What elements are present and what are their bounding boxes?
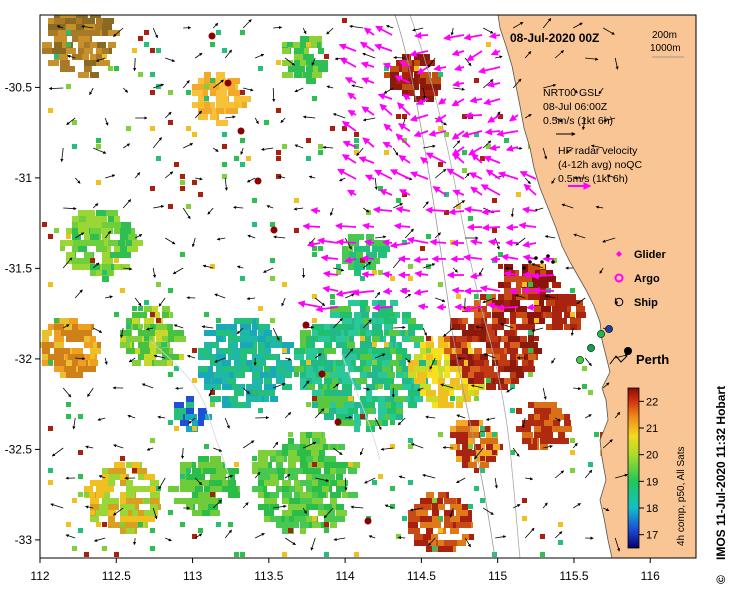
colorbar-tick-label: 21 — [646, 423, 658, 435]
colorbar-tick-label: 20 — [646, 450, 658, 462]
map-title: 08-Jul-2020 00Z — [510, 31, 599, 45]
argo-float — [318, 370, 326, 378]
x-tick-label: 114 — [336, 569, 355, 583]
y-tick-label: -31.5 — [5, 261, 33, 275]
x-tick-label: 115.5 — [559, 569, 588, 583]
scale-label-1000m: 1000m — [650, 43, 681, 54]
argo-track — [208, 32, 372, 525]
contour-1000m — [394, 15, 496, 558]
argo-float — [254, 177, 262, 185]
x-tick-label: 112 — [30, 569, 49, 583]
copyright-symbol: © — [714, 575, 728, 584]
legend-ship: Ship — [634, 297, 658, 309]
land-mass — [497, 15, 696, 558]
argo-float — [237, 127, 245, 135]
gsl-legend-line3: 0.5m/s (1kt 6h) — [543, 115, 613, 127]
sst-layer — [40, 15, 641, 557]
ship-stations — [576, 325, 613, 364]
circle-icon — [614, 273, 624, 283]
argo-float — [208, 32, 216, 40]
x-tick-label: 115 — [488, 569, 507, 583]
gsl-legend-line2: 08-Jul 06:00Z — [543, 101, 608, 113]
argo-float — [224, 79, 232, 87]
argo-float — [334, 418, 342, 426]
colorbar-ticks: 22 21 20 19 18 17 — [639, 396, 658, 542]
gsl-legend-line1: NRT00 GSL — [543, 87, 600, 99]
argo-float — [302, 321, 310, 329]
hf-legend-line2: (4-12h avg) noQC — [558, 159, 642, 171]
hf-radar-arrows — [297, 25, 555, 313]
credit-text: IMOS 11-Jul-2020 11:32 Hobart — [714, 386, 728, 560]
colorbar-tick-label: 18 — [646, 503, 658, 515]
legend-glider: Glider — [634, 249, 667, 261]
y-tick-label: -33 — [15, 533, 33, 547]
y-tick-label: -32 — [15, 352, 33, 366]
legend-argo: Argo — [634, 273, 660, 285]
diamond-icon — [616, 251, 622, 257]
scale-label-200m: 200m — [652, 30, 677, 41]
open-circle-icon — [614, 297, 624, 307]
hf-legend-line1: HF radar velocity — [558, 145, 638, 157]
x-axis: 112 112.5 113 113.5 114 114.5 115 115.5 116 — [30, 558, 660, 583]
perth-marker — [624, 347, 632, 355]
x-tick-label: 112.5 — [102, 569, 131, 583]
x-tick-label: 114.5 — [407, 569, 436, 583]
x-tick-label: 113 — [183, 569, 202, 583]
y-tick-label: -32.5 — [5, 442, 33, 456]
colorbar-label: 4h comp, p50, All Sats — [676, 446, 687, 546]
y-tick-label: -30.5 — [5, 80, 33, 94]
y-tick-label: -31 — [15, 171, 33, 185]
colorbar-tick-label: 22 — [646, 396, 658, 408]
x-tick-label: 116 — [641, 569, 660, 583]
colorbar-tick-label: 19 — [646, 476, 658, 488]
argo-float — [364, 517, 372, 525]
argo-float — [270, 226, 278, 234]
hf-legend-line3: 0.5m/s (1kt 6h) — [558, 173, 628, 185]
colorbar — [627, 387, 640, 549]
city-label-perth: Perth — [636, 352, 669, 367]
x-tick-label: 113.5 — [254, 569, 283, 583]
glider-track — [522, 254, 555, 270]
y-axis: -30.5 -31 -31.5 -32 -32.5 -33 — [5, 80, 40, 547]
colorbar-tick-label: 17 — [646, 530, 658, 542]
